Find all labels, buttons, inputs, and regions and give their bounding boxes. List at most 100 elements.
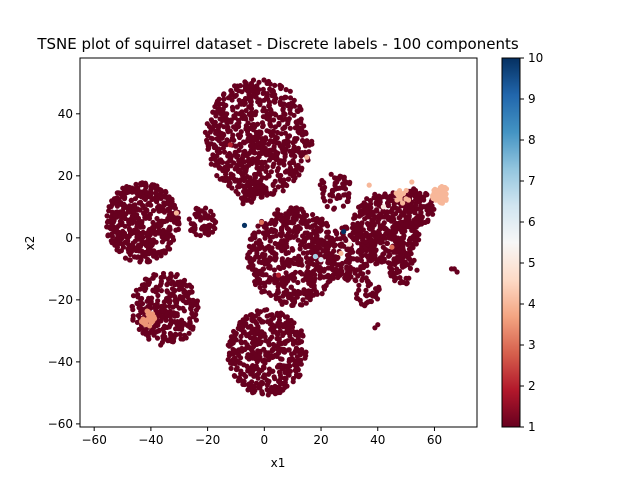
scatter-point <box>231 348 238 354</box>
scatter-point <box>140 330 146 336</box>
scatter-point <box>281 346 287 352</box>
scatter-point <box>403 281 409 287</box>
scatter-point <box>264 319 271 325</box>
scatter-point <box>257 385 263 391</box>
scatter-point <box>303 138 309 145</box>
scatter-point <box>327 278 333 284</box>
scatter-point <box>340 203 346 209</box>
scatter-point <box>270 163 276 169</box>
scatter-point <box>122 255 129 261</box>
scatter-point <box>148 319 154 325</box>
scatter-point <box>365 299 371 305</box>
scatter-point <box>271 117 277 123</box>
scatter-point <box>276 336 282 342</box>
scatter-point <box>346 191 352 197</box>
scatter-point <box>240 112 247 118</box>
scatter-point <box>147 323 153 329</box>
scatter-point <box>264 91 270 97</box>
scatter-point <box>382 214 388 220</box>
scatter-point <box>260 140 266 146</box>
scatter-point <box>261 97 267 103</box>
scatter-point <box>267 238 273 244</box>
scatter-point <box>226 350 233 356</box>
scatter-point <box>255 375 261 381</box>
scatter-point <box>178 336 184 342</box>
scatter-point <box>289 167 295 173</box>
scatter-point <box>205 146 211 152</box>
scatter-point <box>166 194 172 200</box>
scatter-point <box>277 245 283 251</box>
scatter-point <box>298 119 304 125</box>
scatter-point <box>225 153 231 159</box>
scatter-point <box>142 250 148 256</box>
scatter-point <box>222 164 228 170</box>
scatter-point <box>281 162 287 168</box>
scatter-point <box>250 326 256 332</box>
scatter-point <box>256 160 262 166</box>
scatter-point <box>260 160 266 166</box>
scatter-point <box>303 254 309 261</box>
scatter-point <box>160 308 166 314</box>
scatter-point <box>182 290 188 296</box>
scatter-point <box>285 367 291 373</box>
scatter-point <box>325 229 331 235</box>
scatter-point <box>237 141 243 147</box>
scatter-point <box>278 217 284 223</box>
scatter-point <box>239 348 245 354</box>
scatter-point <box>404 252 410 258</box>
scatter-point <box>341 229 347 235</box>
scatter-point <box>277 82 283 88</box>
scatter-point <box>142 206 148 212</box>
scatter-point <box>366 182 372 188</box>
scatter-point <box>280 107 286 113</box>
scatter-point <box>326 260 332 266</box>
scatter-point <box>246 111 252 117</box>
scatter-point <box>197 232 203 239</box>
scatter-point <box>273 296 279 302</box>
scatter-point <box>302 149 308 155</box>
scatter-point <box>389 244 395 250</box>
scatter-point <box>258 219 265 225</box>
scatter-point <box>132 238 138 244</box>
scatter-point <box>300 277 306 283</box>
scatter-point <box>322 221 329 227</box>
scatter-point <box>317 251 323 257</box>
scatter-point <box>400 212 406 218</box>
scatter-point <box>144 190 150 196</box>
scatter-point <box>266 103 272 109</box>
scatter-point <box>272 280 278 286</box>
scatter-point <box>110 217 116 224</box>
scatter-point <box>180 305 186 311</box>
scatter-point <box>295 126 301 132</box>
scatter-point <box>364 196 370 202</box>
scatter-point <box>405 215 411 222</box>
scatter-point <box>276 369 283 375</box>
scatter-point <box>257 245 263 251</box>
scatter-point <box>418 209 424 215</box>
scatter-point <box>275 184 281 190</box>
scatter-point <box>302 355 308 361</box>
scatter-point <box>297 246 303 252</box>
scatter-point <box>194 301 200 307</box>
scatter-point <box>290 302 296 308</box>
scatter-point <box>363 239 369 245</box>
scatter-point <box>238 129 244 135</box>
scatter-point <box>399 279 405 285</box>
scatter-point <box>329 236 335 242</box>
scatter-point <box>275 272 282 278</box>
scatter-point <box>387 270 393 276</box>
scatter-point <box>274 129 281 136</box>
scatter-point <box>162 249 168 255</box>
scatter-point <box>266 173 272 179</box>
scatter-point <box>286 291 292 297</box>
scatter-point <box>292 103 298 109</box>
scatter-point <box>247 193 253 199</box>
scatter-point <box>354 291 360 297</box>
scatter-point <box>277 265 283 272</box>
scatter-point <box>269 92 275 98</box>
scatter-point <box>165 233 171 239</box>
scatter-point <box>319 177 325 184</box>
scatter-point <box>224 137 230 143</box>
scatter-point <box>280 275 286 281</box>
scatter-point <box>399 228 406 234</box>
